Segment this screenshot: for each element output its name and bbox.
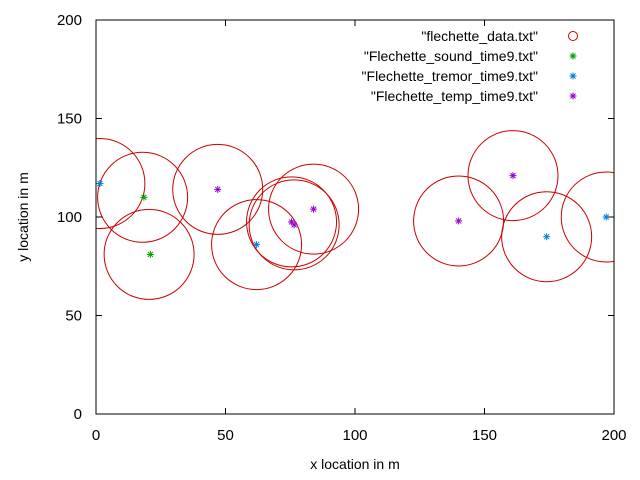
data-circle-0-10 xyxy=(501,191,593,283)
data-circle-0-6 xyxy=(248,179,340,271)
data-circle-0-8 xyxy=(413,175,505,267)
data-point-2-2 xyxy=(543,233,551,241)
data-circle-0-3 xyxy=(172,143,264,235)
data-point-1-0 xyxy=(140,193,148,201)
x-tick-label-1: 50 xyxy=(217,427,234,444)
y-tick-label-1: 50 xyxy=(65,308,82,325)
data-circle-0-2 xyxy=(103,208,195,300)
x-tick-label-3: 150 xyxy=(472,427,497,444)
circles-layer xyxy=(96,130,614,300)
x-tick-label-0: 0 xyxy=(92,427,100,444)
data-point-3-4 xyxy=(455,217,463,225)
legend-label-3: "Flechette_temp_time9.txt" xyxy=(371,88,538,104)
data-point-1-1 xyxy=(146,250,154,258)
y-axis-title: y location in m xyxy=(15,172,31,261)
x-tick-label-4: 200 xyxy=(601,427,626,444)
data-circle-0-7 xyxy=(268,163,360,255)
x-tick-label-2: 100 xyxy=(342,427,367,444)
y-tick-label-2: 100 xyxy=(57,209,82,226)
data-circle-0-9 xyxy=(467,130,559,222)
x-axis-title: x location in m xyxy=(310,456,399,472)
data-circle-0-1 xyxy=(97,151,189,243)
ticks-layer: 0 50 100 150 200 0 50 100 150 200 xyxy=(57,12,627,444)
data-circle-0-5 xyxy=(246,176,338,268)
data-point-3-0 xyxy=(214,185,222,193)
legend: "flechette_data.txt" "Flechette_sound_tim… xyxy=(362,28,578,104)
data-point-3-5 xyxy=(509,172,517,180)
data-point-2-0 xyxy=(96,180,104,188)
legend-label-0: "flechette_data.txt" xyxy=(421,28,538,44)
legend-symbol-0 xyxy=(568,31,578,41)
legend-label-1: "Flechette_sound_time9.txt" xyxy=(364,48,538,64)
data-circle-0-11 xyxy=(560,171,614,263)
points-layer xyxy=(96,172,610,258)
legend-symbol-3 xyxy=(569,92,577,100)
data-circle-0-0 xyxy=(96,138,146,229)
data-point-3-2 xyxy=(290,221,298,229)
legend-label-2: "Flechette_tremor_time9.txt" xyxy=(362,68,538,84)
data-point-3-3 xyxy=(310,205,318,213)
legend-symbol-1 xyxy=(569,52,577,60)
legend-symbol-2 xyxy=(569,72,577,80)
y-tick-label-3: 150 xyxy=(57,111,82,128)
y-tick-label-0: 0 xyxy=(74,406,82,423)
data-point-2-1 xyxy=(253,241,261,249)
y-tick-label-4: 200 xyxy=(57,12,82,29)
